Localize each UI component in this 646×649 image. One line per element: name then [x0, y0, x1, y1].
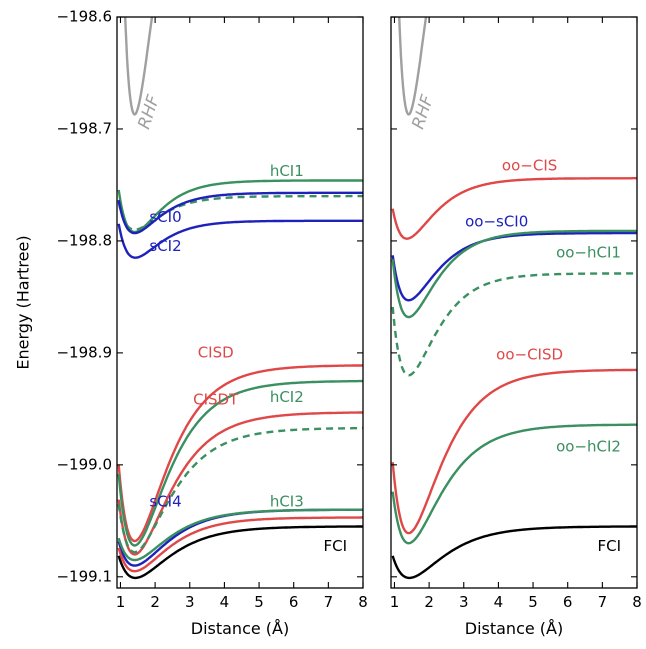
series-label: oo−CIS	[502, 156, 557, 174]
series-line-cisdt	[117, 411, 363, 556]
series-line-fci	[391, 525, 637, 580]
y-tick-label: −198.6	[56, 8, 112, 26]
y-axis-label: Energy (Hartree)	[14, 235, 33, 369]
series-label: sCI4	[149, 492, 181, 510]
series-line-dashed-8	[117, 426, 363, 554]
plot-frame	[116, 16, 364, 589]
y-tick-label: −199.1	[56, 567, 112, 585]
x-tick-label: 4	[494, 593, 504, 611]
x-tick-label: 1	[116, 593, 126, 611]
y-tick-label: −198.8	[56, 231, 112, 249]
series-label: oo−sCI0	[465, 212, 528, 230]
series-label: RHF	[408, 93, 438, 132]
plot-frame	[390, 16, 638, 589]
series-label: hCI2	[270, 388, 304, 406]
series-line-sci0	[117, 191, 363, 235]
x-tick-label: 6	[563, 593, 573, 611]
x-tick-label: 1	[390, 593, 400, 611]
x-tick-label: 8	[358, 593, 368, 611]
curves	[391, 17, 637, 580]
series-label: hCI3	[270, 492, 304, 510]
panel-2: RHF oo−CIS oo−sCI0 oo−hCI1 oo−CISD oo−hCI2 FCI…	[390, 16, 642, 638]
x-tick-label: 7	[324, 593, 334, 611]
curves	[117, 17, 363, 580]
x-tick-label: 3	[185, 593, 195, 611]
x-tick-label: 6	[289, 593, 299, 611]
x-tick-label: 4	[220, 593, 230, 611]
series-label: oo−hCI1	[556, 244, 621, 262]
series-label: FCI	[598, 537, 622, 555]
series-line-oo-hci1	[391, 229, 637, 319]
x-tick-label: 5	[254, 593, 264, 611]
series-line-hci1	[117, 179, 363, 234]
series-label: CISD	[198, 343, 234, 361]
y-tick-label: −199.0	[56, 455, 112, 473]
x-tick-label: 5	[528, 593, 538, 611]
series-label: hCI1	[270, 162, 304, 180]
series-label: oo−CISD	[496, 346, 563, 364]
x-tick-label: 8	[632, 593, 642, 611]
series-line-oo-hci2	[391, 423, 637, 545]
series-line-oo-cis	[391, 177, 637, 240]
y-tick-label: −198.9	[56, 343, 112, 361]
series-label: CISDT	[193, 390, 239, 408]
series-label: RHF	[134, 93, 164, 132]
x-axis-label: Distance (Å)	[465, 619, 563, 638]
series-line-dashed-11	[117, 516, 363, 573]
series-line-hci3	[117, 508, 363, 562]
y-tick-label: −198.7	[56, 119, 112, 137]
series-line-oo-sci0	[391, 231, 637, 302]
series-line-fci	[117, 525, 363, 580]
series-line-oo-cisd	[391, 368, 637, 535]
panel-1: RHF hCI1 sCI0 sCI2 CISD hCI2 CISDT sCI4 hCI3 FCI 1…	[14, 8, 368, 639]
x-tick-label: 7	[598, 593, 608, 611]
series-label: oo−hCI2	[556, 437, 621, 455]
series-line-dashed-4	[391, 272, 637, 377]
x-axis-label: Distance (Å)	[191, 619, 289, 638]
series-label: sCI0	[149, 208, 181, 226]
series-label: FCI	[324, 537, 348, 555]
x-tick-label: 2	[150, 593, 160, 611]
x-tick-label: 3	[459, 593, 469, 611]
x-tick-label: 2	[424, 593, 434, 611]
series-line-cisd	[117, 364, 363, 543]
series-line-hci2	[117, 379, 363, 547]
series-label: sCI2	[149, 237, 181, 255]
series-line-sci2	[117, 219, 363, 259]
